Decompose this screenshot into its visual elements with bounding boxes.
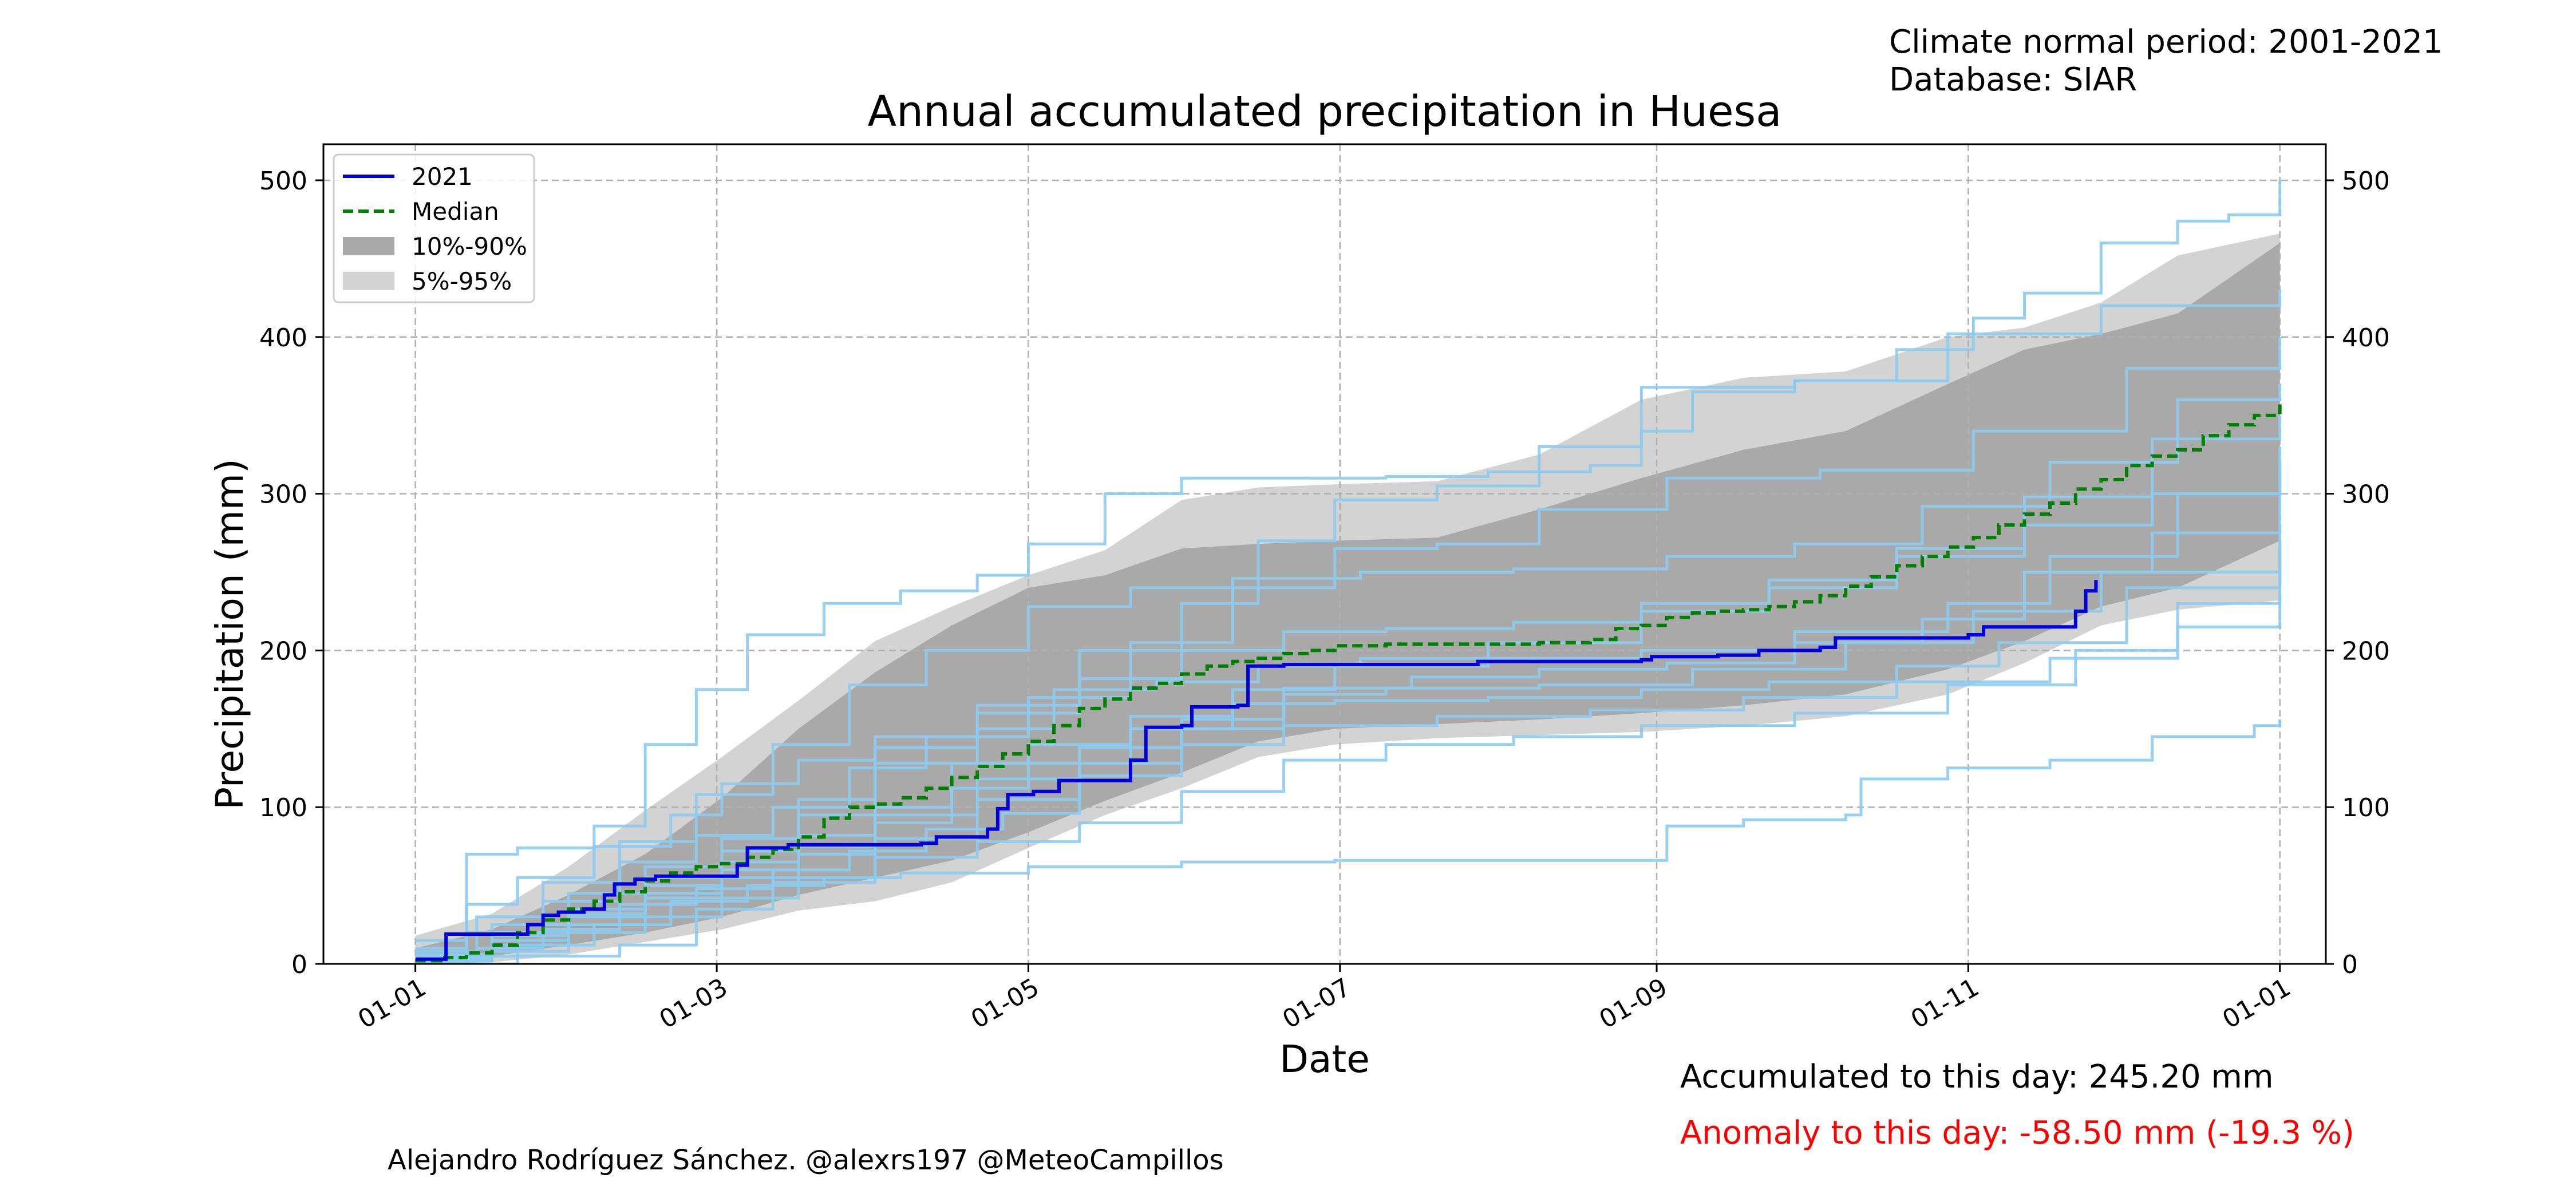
- y-tick-label-right-1: 100: [2342, 793, 2390, 823]
- historical-year-line-12: [415, 180, 2282, 942]
- legend: 2021 Median 10%-90% 5%-95%: [333, 153, 535, 303]
- legend-swatch-3: [343, 272, 394, 290]
- database-text: Database: SIAR: [1889, 61, 2137, 98]
- median-line: [415, 404, 2282, 963]
- legend-label-1: Median: [412, 197, 499, 226]
- y-tick-label-left-1: 100: [259, 793, 307, 823]
- y-tick-label-right-5: 500: [2342, 167, 2390, 196]
- y-tick-label-left-4: 400: [259, 323, 307, 353]
- climate-normal-text: Climate normal period: 2001-2021: [1889, 23, 2443, 61]
- anomaly-text: Anomaly to this day: -58.50 mm (-19.3 %): [1680, 1114, 2354, 1152]
- legend-box: [333, 153, 535, 303]
- chart-title: Annual accumulated precipitation in Hues…: [868, 87, 1782, 136]
- legend-label-2: 10%-90%: [412, 232, 527, 260]
- band-10-90: [415, 243, 2280, 963]
- credit-text: Alejandro Rodríguez Sánchez. @alexrs197 …: [388, 1144, 1224, 1176]
- y-tick-label-right-2: 200: [2342, 636, 2390, 666]
- historical-year-line-11: [415, 719, 2282, 964]
- y-axis-label: Precipitation (mm): [208, 458, 252, 810]
- historical-year-line-10: [415, 553, 2282, 961]
- y-tick-label-left-3: 300: [259, 480, 307, 509]
- legend-label-3: 5%-95%: [412, 267, 512, 295]
- x-axis-label: Date: [1279, 1037, 1370, 1081]
- y-tick-label-left-0: 0: [291, 950, 307, 979]
- legend-label-0: 2021: [412, 163, 473, 191]
- legend-swatch-2: [343, 237, 394, 255]
- historical-year-line-6: [415, 383, 2282, 953]
- current-year-line: [415, 580, 2098, 961]
- y-tick-label-right-0: 0: [2342, 950, 2358, 979]
- plot-frame: [322, 143, 2327, 965]
- historical-year-line-9: [415, 415, 2282, 956]
- plot-area: [323, 144, 2326, 964]
- y-tick-label-left-5: 500: [259, 167, 307, 196]
- y-tick-label-left-2: 200: [259, 636, 307, 666]
- plot-content: [323, 144, 2326, 964]
- y-tick-label-right-3: 300: [2342, 480, 2390, 509]
- accumulated-text: Accumulated to this day: 245.20 mm: [1680, 1058, 2274, 1096]
- y-tick-label-right-4: 400: [2342, 323, 2390, 353]
